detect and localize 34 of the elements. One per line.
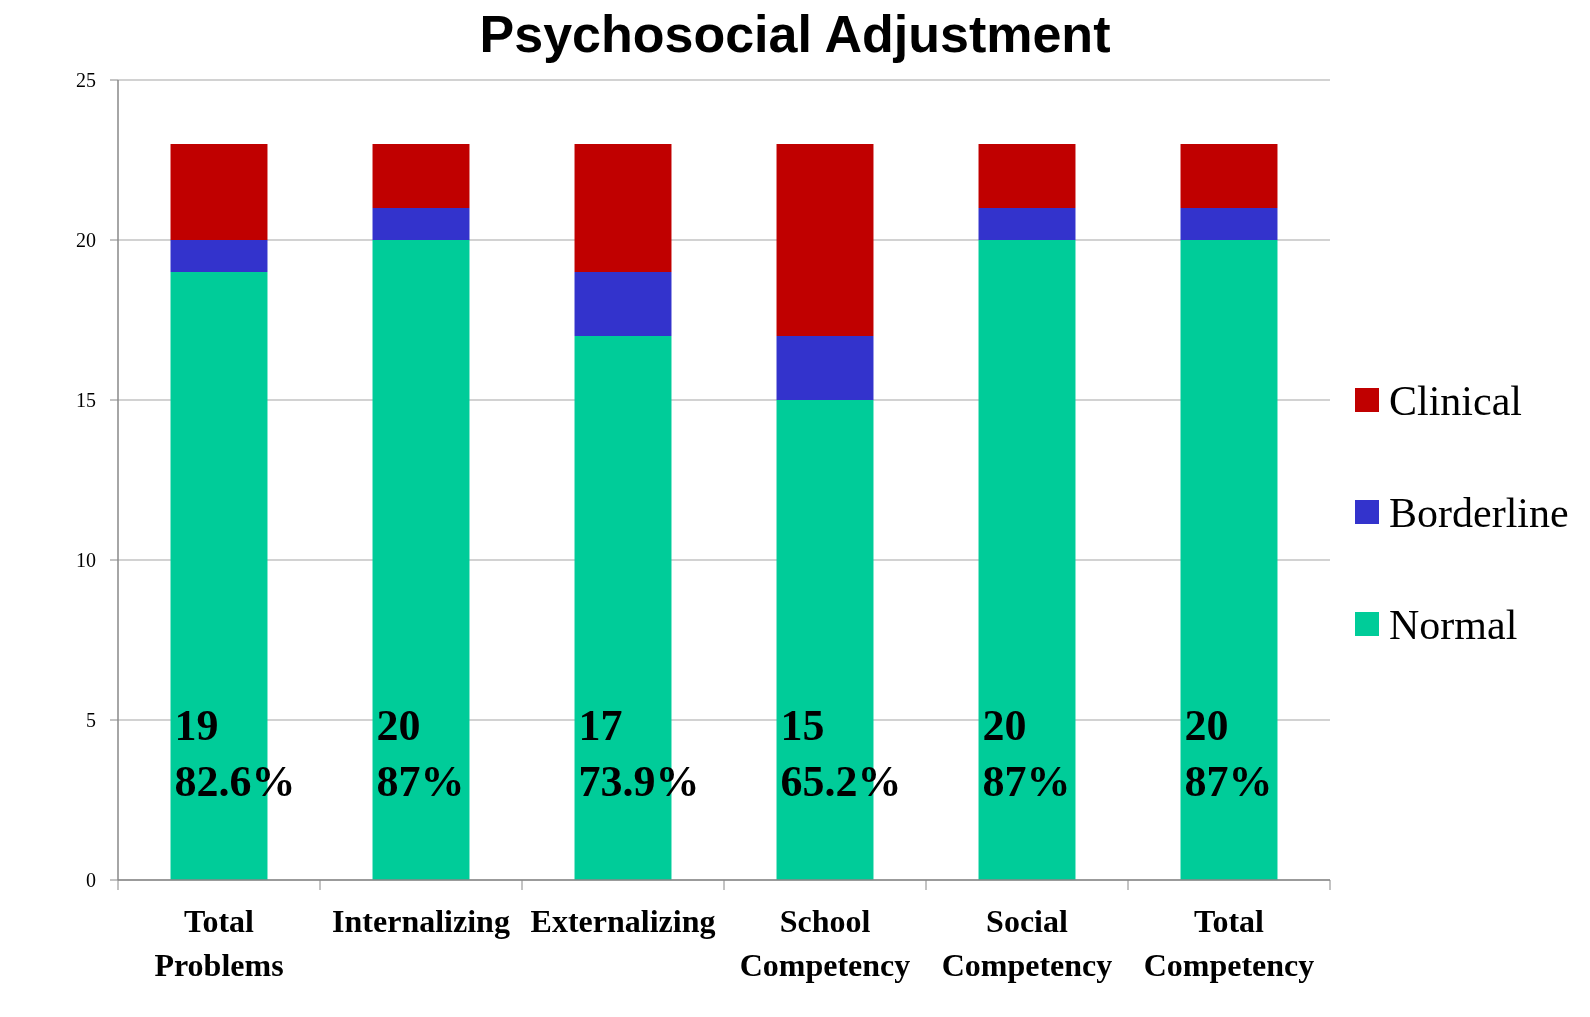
bar bbox=[978, 144, 1076, 208]
y-tick-label: 5 bbox=[86, 709, 96, 731]
legend-label: Normal bbox=[1389, 601, 1518, 648]
legend-label: Borderline bbox=[1389, 489, 1569, 536]
bar bbox=[574, 144, 672, 272]
y-tick-label: 20 bbox=[76, 229, 96, 251]
legend-label: Clinical bbox=[1389, 377, 1522, 424]
bar bbox=[1180, 144, 1278, 208]
bar bbox=[170, 240, 268, 272]
bar bbox=[1180, 208, 1278, 240]
bar bbox=[372, 208, 470, 240]
bar bbox=[776, 144, 874, 336]
data-label: 20 87% bbox=[982, 701, 1071, 806]
x-tick-label: Internalizing bbox=[332, 903, 510, 939]
y-tick-label: 0 bbox=[86, 869, 96, 891]
x-tick-label: School Competency bbox=[739, 903, 911, 983]
bar bbox=[1180, 240, 1278, 880]
x-tick-label: Social Competency bbox=[941, 903, 1113, 983]
bar bbox=[776, 336, 874, 400]
chart-title: Psychosocial Adjustment bbox=[479, 5, 1111, 63]
y-tick-label: 10 bbox=[76, 549, 96, 571]
data-label: 20 87% bbox=[376, 701, 465, 806]
bar bbox=[978, 208, 1076, 240]
bar bbox=[978, 240, 1076, 880]
bar bbox=[372, 240, 470, 880]
bar bbox=[372, 144, 470, 208]
bar bbox=[170, 144, 268, 240]
y-tick-label: 25 bbox=[76, 69, 96, 91]
x-tick-label: Total Competency bbox=[1143, 903, 1315, 983]
y-tick-label: 15 bbox=[76, 389, 96, 411]
x-tick-label: Externalizing bbox=[530, 903, 716, 939]
bar bbox=[574, 272, 672, 336]
x-tick-label: Total Problems bbox=[154, 903, 284, 983]
data-label: 20 87% bbox=[1184, 701, 1273, 806]
